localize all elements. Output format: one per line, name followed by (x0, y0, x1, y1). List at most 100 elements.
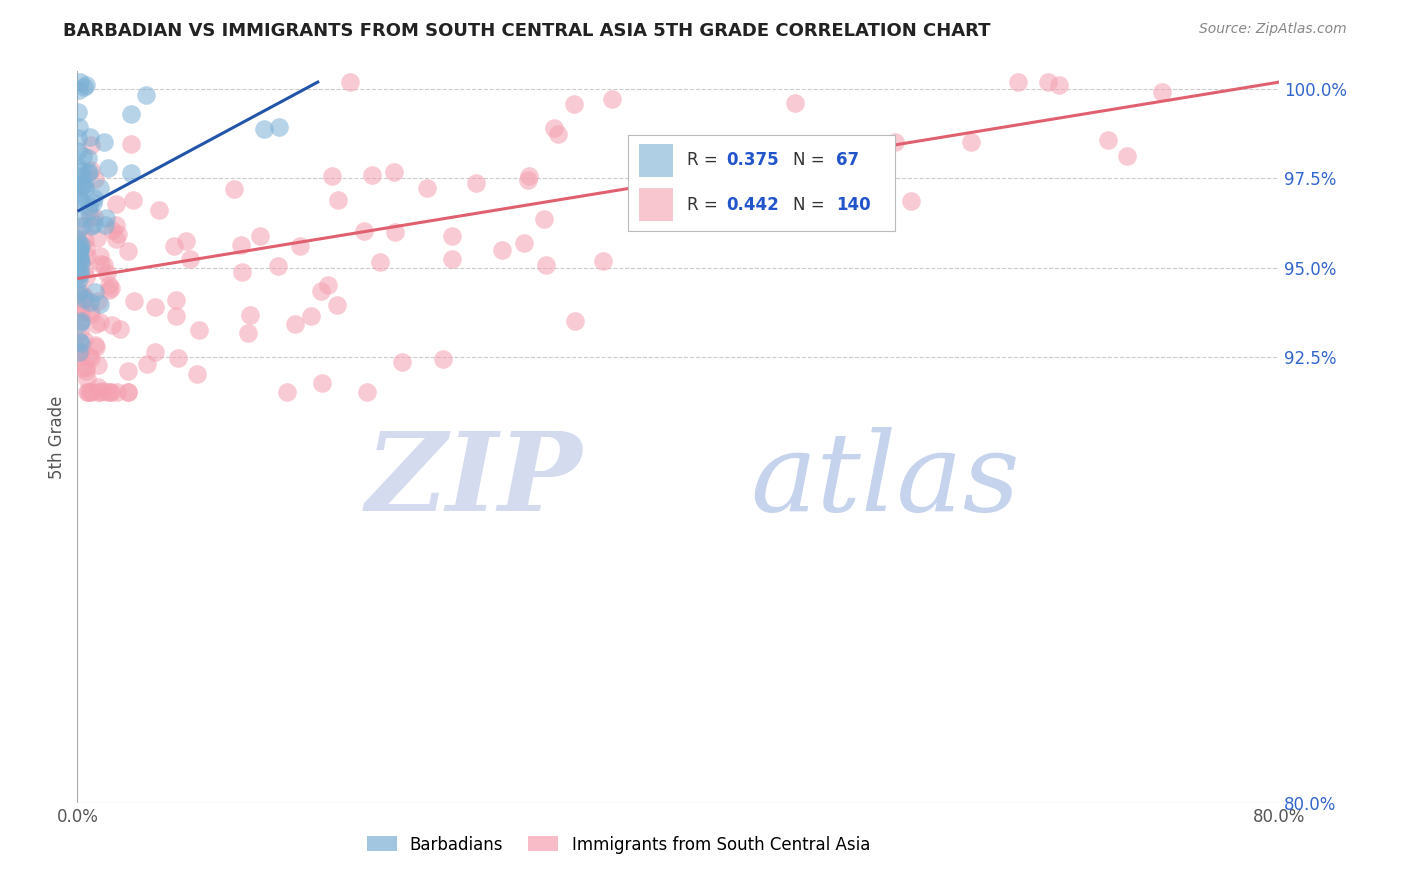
Legend: Barbadians, Immigrants from South Central Asia: Barbadians, Immigrants from South Centra… (360, 829, 877, 860)
Point (69, 344, 91, 359)
Point (1047, 78, 1070, 92)
Point (174, 234, 197, 248)
Point (75, 364, 97, 378)
Point (600, 92, 623, 106)
Point (79, 165, 101, 179)
Point (959, 135, 981, 149)
Point (77, 385, 100, 400)
Point (356, 385, 378, 400)
Point (69, 335, 91, 350)
Point (267, 260, 290, 274)
Point (101, 223, 124, 237)
Point (326, 298, 349, 312)
Point (517, 169, 540, 184)
Point (80, 308, 103, 322)
Point (105, 385, 128, 400)
Point (69, 317, 91, 331)
Point (87, 358, 110, 372)
Point (70, 178, 93, 193)
Point (67, 297, 90, 311)
Point (765, 156, 787, 170)
Point (84, 337, 107, 351)
Point (69, 250, 91, 264)
Point (108, 322, 131, 336)
Point (83, 217, 105, 231)
Point (79, 163, 101, 178)
Point (105, 232, 128, 246)
Point (67, 161, 90, 175)
Point (143, 344, 166, 359)
Point (562, 97, 585, 112)
Point (229, 237, 252, 252)
Point (179, 252, 201, 266)
Point (83, 210, 105, 224)
Point (441, 252, 464, 267)
Point (884, 135, 907, 149)
Point (89, 249, 111, 263)
Point (117, 385, 139, 400)
Point (547, 127, 569, 141)
Point (79, 304, 101, 318)
Point (75, 360, 97, 375)
Point (67, 243, 90, 257)
Point (90, 257, 112, 271)
Point (72, 219, 94, 233)
Point (143, 301, 166, 315)
Point (284, 317, 307, 331)
Point (96, 385, 118, 400)
Text: N =: N = (793, 195, 831, 214)
Point (120, 106, 142, 120)
Point (66, 287, 89, 301)
Point (72, 178, 94, 192)
Text: R =: R = (686, 195, 723, 214)
Point (67, 145, 90, 159)
Point (69, 219, 91, 233)
Point (148, 202, 170, 217)
Point (236, 326, 259, 340)
Point (117, 244, 139, 259)
Point (122, 193, 145, 207)
Point (66, 131, 89, 145)
Text: Source: ZipAtlas.com: Source: ZipAtlas.com (1199, 22, 1347, 37)
Point (77, 166, 100, 180)
Point (516, 173, 538, 187)
FancyBboxPatch shape (638, 145, 673, 177)
Point (96, 266, 118, 280)
Point (79, 385, 101, 400)
Point (163, 239, 186, 253)
Point (93, 258, 115, 272)
Point (384, 225, 406, 239)
Point (86, 231, 108, 245)
Point (89, 315, 111, 329)
Point (89, 385, 111, 400)
Point (69, 75, 91, 89)
Point (67, 247, 90, 261)
Point (75, 270, 97, 285)
Point (70, 360, 93, 375)
Point (120, 166, 142, 180)
Point (299, 309, 322, 323)
Point (136, 357, 159, 371)
Point (94, 219, 117, 233)
Point (86, 380, 108, 394)
Point (249, 229, 271, 244)
Point (432, 352, 454, 367)
Point (73, 260, 96, 275)
Text: 0.375: 0.375 (727, 152, 779, 169)
Point (70, 313, 93, 327)
Point (73, 333, 96, 347)
Point (186, 367, 208, 381)
Point (69, 264, 91, 278)
Point (72, 149, 94, 163)
Point (80, 385, 103, 400)
Point (70, 169, 93, 183)
Point (101, 318, 124, 333)
Point (69, 252, 91, 266)
Point (67, 191, 90, 205)
Point (465, 176, 488, 190)
Point (69, 326, 91, 340)
Text: 67: 67 (837, 152, 859, 169)
Point (135, 88, 157, 103)
Point (80, 351, 103, 366)
Point (79, 129, 101, 144)
